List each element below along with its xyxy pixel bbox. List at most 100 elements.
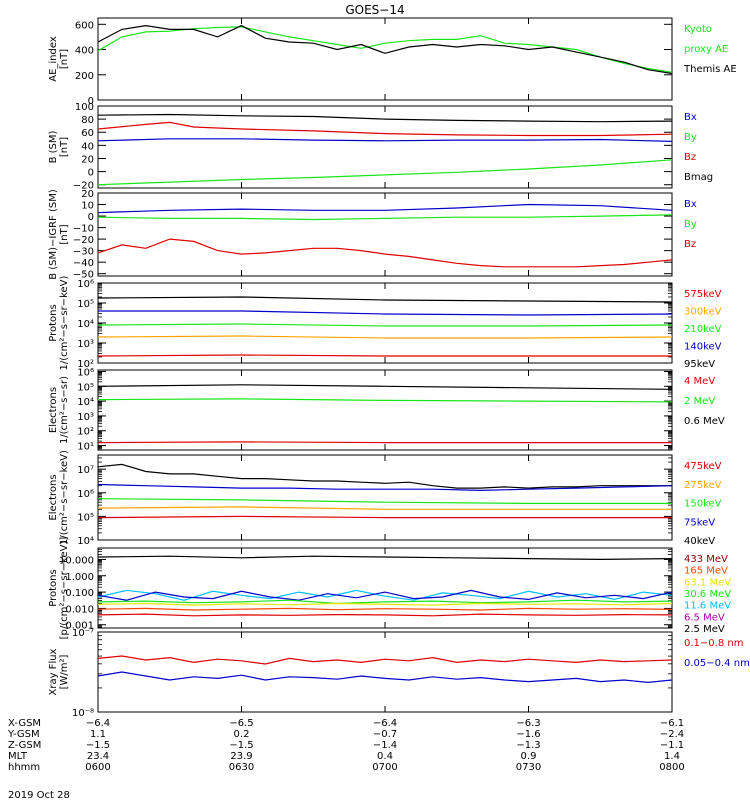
series-line — [97, 506, 672, 510]
legend-entry: 165 MeV — [684, 566, 728, 577]
y-tick-label: 100 — [75, 102, 94, 113]
series-line — [97, 599, 673, 605]
footer-value: −6.4 — [373, 718, 397, 729]
y-tick-label: 40 — [81, 141, 94, 152]
y-axis-label: [nT] — [59, 49, 70, 69]
y-tick-label: 10 — [81, 201, 94, 212]
y-tick-label: 20 — [81, 189, 94, 200]
y-tick-label: 10² — [77, 427, 94, 438]
footer-value: −1.4 — [373, 740, 397, 751]
series-line — [97, 138, 673, 142]
panel-8: 10⁻⁸ 10⁻⁷ Xray Flux [W/m²] 0.1−0.8 nm 0.05−0.… — [48, 628, 750, 719]
chart-title: GOES−14 — [345, 3, 404, 17]
footer-value: 0.4 — [377, 751, 393, 762]
y-axis-label: 1/(cm²−s−sr−keV) — [59, 450, 70, 545]
y-tick-label: 10⁻⁷ — [72, 628, 94, 639]
footer-value: −1.5 — [86, 740, 110, 751]
series-line — [97, 671, 673, 684]
series-line — [97, 384, 673, 390]
series-line — [97, 354, 672, 357]
legend-entry: By — [684, 219, 697, 230]
y-tick-label: 10⁵ — [77, 382, 94, 393]
legend-entry: 30.6 MeV — [684, 589, 731, 600]
legend-entry: Kyoto — [684, 24, 712, 35]
legend-entry: 0.1−0.8 nm — [684, 638, 743, 649]
series-line — [97, 483, 673, 492]
panel-frame — [97, 282, 673, 364]
y-axis-label: [p/(cm²−s−sr−keV)] — [59, 537, 70, 640]
y-tick-label: 10³ — [77, 412, 94, 423]
y-tick-label: −10 — [73, 224, 94, 235]
y-tick-label: 10⁴ — [77, 536, 94, 547]
legend-entry: 300keV — [684, 307, 722, 318]
legend-entry: Bx — [684, 199, 697, 210]
y-axis-label: B (SM) — [48, 130, 59, 163]
footer-value: −6.1 — [660, 718, 684, 729]
series-line — [97, 296, 673, 303]
legend-entry: 150keV — [684, 499, 722, 510]
legend-entry: 0.6 MeV — [684, 416, 725, 427]
y-tick-label: 10³ — [77, 339, 94, 350]
y-tick-label: 1.000 — [65, 572, 94, 583]
footer-value: 1.1 — [90, 729, 106, 740]
y-tick-label: 0.100 — [65, 588, 94, 599]
series-line — [97, 515, 672, 519]
panel-1: 0 200 400 600 AE_index [nT] Kyoto proxy AE Themi… — [48, 17, 737, 107]
y-tick-label: −50 — [73, 270, 94, 281]
legend-entry: 275keV — [684, 480, 722, 491]
panel-6: 10⁴ 10⁵ 10⁶ 10⁷ Electrons 1/(cm²−s−sr−keV) 475… — [48, 450, 722, 547]
y-tick-label: 60 — [81, 128, 94, 139]
y-tick-label: 10.000 — [59, 555, 94, 566]
series-line — [97, 602, 673, 606]
y-axis-label: AE_index — [48, 36, 59, 82]
legend-entry: 210keV — [684, 324, 722, 335]
legend-entry: Bmag — [684, 172, 713, 183]
y-tick-label: 10¹ — [77, 442, 94, 453]
footer-value: 0700 — [372, 762, 397, 773]
y-tick-label: 10⁷ — [77, 465, 94, 476]
y-axis-label: [nT] — [59, 224, 70, 244]
legend-entry: 475keV — [684, 461, 722, 472]
y-axis-label: B (SM)−IGRF (SM) — [48, 189, 59, 280]
series-line — [97, 555, 673, 561]
y-tick-label: 0 — [88, 96, 94, 107]
footer-date: 2019 Oct 28 — [8, 790, 70, 800]
series-line — [97, 121, 673, 137]
y-tick-label: 0 — [88, 168, 94, 179]
y-axis-label: Xray Flux — [48, 648, 59, 695]
legend-entry: 75keV — [684, 517, 715, 528]
legend-entry: Themis AE — [683, 64, 737, 75]
panel-frame — [97, 631, 673, 713]
legend-entry: 63.1 MeV — [684, 577, 731, 588]
y-tick-label: 10⁵ — [77, 512, 94, 523]
series-line — [97, 214, 673, 221]
legend-entry: By — [684, 132, 697, 143]
orbit-footer: 2019 Oct 28 X-GSM −6.4 −6.5 −6.4 −6.3 −6.1 Y-G… — [7, 718, 685, 800]
y-tick-label: 0.010 — [65, 604, 94, 615]
series-line — [97, 589, 673, 601]
series-line — [97, 113, 673, 123]
panel-frame — [97, 454, 673, 541]
legend-entry: 2.5 MeV — [684, 624, 725, 635]
y-tick-label: 20 — [81, 154, 94, 165]
y-tick-label: −20 — [73, 181, 94, 192]
series-line — [97, 463, 672, 489]
legend-entry: 4 MeV — [684, 376, 715, 387]
legend-entry: 0.05−0.4 nm — [684, 658, 750, 669]
y-tick-label: 10⁶ — [77, 367, 94, 378]
y-tick-label: 200 — [75, 71, 94, 82]
panel-2: −20 0 20 40 60 80 100 B (SM) [nT] Bx By Bz Bmag — [48, 102, 713, 192]
y-axis-label: Electrons — [48, 387, 59, 433]
panel-frame — [97, 369, 673, 451]
y-tick-label: 10⁶ — [77, 489, 94, 500]
y-axis-label: Protons — [48, 304, 59, 341]
y-tick-label: 10⁴ — [77, 319, 94, 330]
footer-value: 0.9 — [521, 751, 537, 762]
legend-entry: 575keV — [684, 289, 722, 300]
legend-entry: 40keV — [684, 536, 715, 547]
footer-value: −1.1 — [660, 740, 684, 751]
legend-entry: 433 MeV — [684, 554, 728, 565]
